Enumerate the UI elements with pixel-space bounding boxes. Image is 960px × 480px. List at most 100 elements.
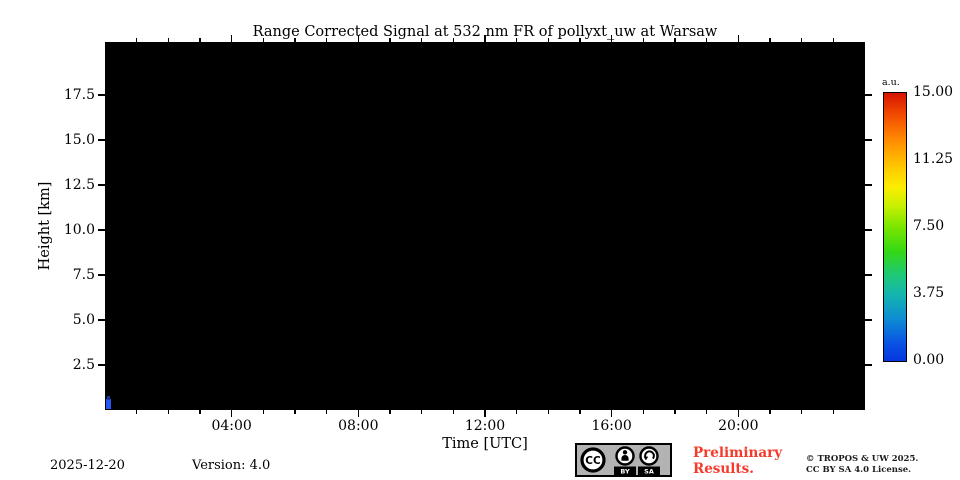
x-tick-minor-top	[325, 38, 328, 42]
colorbar-tick-label: 7.50	[913, 218, 945, 234]
x-tick-label: 16:00	[591, 418, 632, 434]
x-tick-minor-top	[769, 38, 771, 42]
x-tick-minor	[325, 410, 328, 414]
x-tick-minor	[579, 410, 581, 414]
y-tick-label: 15.0	[63, 132, 95, 149]
x-tick-minor	[167, 410, 170, 414]
cc-icon: CC	[580, 447, 606, 473]
x-tick-minor	[452, 410, 455, 414]
y-tick-major-right	[865, 139, 872, 141]
chart-title: Range Corrected Signal at 532 nm FR of p…	[252, 24, 718, 40]
y-tick-label: 10.0	[63, 222, 95, 239]
sa-label-strip	[638, 466, 660, 475]
x-tick-minor-top	[452, 38, 455, 42]
preliminary-line1: Preliminary	[693, 445, 783, 461]
copyright-line2: CC BY SA 4.0 License.	[806, 464, 912, 475]
colorbar-tick-label: 0.00	[913, 352, 945, 368]
version-label: Version: 4.0	[192, 458, 271, 473]
x-tick-minor-top	[705, 38, 708, 42]
x-tick-minor-top	[832, 38, 835, 42]
x-tick-label: 20:00	[718, 418, 759, 434]
copyright-note: © TROPOS & UW 2025. CC BY SA 4.0 License…	[806, 454, 936, 475]
x-tick-minor-top	[547, 38, 550, 42]
x-tick-minor-top	[674, 38, 676, 42]
y-tick-label: 5.0	[72, 312, 95, 329]
x-tick-minor	[547, 410, 550, 414]
x-tick-label: 12:00	[464, 418, 506, 434]
plot-area	[105, 42, 865, 410]
x-tick-major	[484, 410, 486, 417]
x-tick-major	[610, 410, 613, 417]
x-tick-major-top	[610, 35, 613, 42]
x-tick-major-top	[737, 35, 740, 42]
y-axis-label: Height [km]	[37, 181, 53, 271]
x-tick-minor	[769, 410, 771, 414]
x-tick-minor-top	[167, 38, 170, 42]
y-tick-major-right	[865, 274, 872, 276]
x-tick-minor	[135, 410, 138, 414]
x-tick-minor-top	[135, 38, 138, 42]
colorbar-tick-label: 3.75	[913, 285, 945, 301]
y-tick-major	[98, 274, 105, 276]
x-tick-minor-top	[262, 38, 265, 42]
sa-label: SA	[644, 467, 654, 475]
x-tick-minor	[800, 410, 803, 414]
y-tick-label: 12.5	[63, 177, 95, 194]
colorbar-unit-label: a.u.	[882, 77, 900, 88]
x-tick-minor-top	[389, 38, 391, 42]
x-tick-label: 08:00	[338, 418, 379, 434]
cc-by-sa-license-badge[interactable]: CC BY SA	[575, 443, 672, 480]
x-tick-minor-top	[642, 38, 645, 42]
y-tick-major	[98, 94, 105, 96]
y-tick-major-right	[865, 319, 872, 321]
x-tick-major-top	[357, 35, 360, 42]
x-tick-minor	[389, 410, 391, 414]
y-tick-label: 17.5	[63, 87, 95, 104]
sa-arrow-icon	[639, 446, 659, 466]
y-tick-label: 2.5	[72, 357, 95, 373]
preliminary-line2: Results.	[693, 461, 754, 477]
x-tick-major	[737, 410, 740, 417]
colorbar	[883, 92, 907, 362]
x-tick-minor	[705, 410, 708, 414]
x-tick-major	[230, 410, 233, 417]
x-tick-minor-top	[579, 38, 581, 42]
y-tick-major	[98, 139, 105, 141]
by-label-strip	[614, 466, 636, 475]
x-tick-minor	[642, 410, 645, 414]
x-tick-label: 04:00	[211, 418, 252, 434]
y-tick-major	[98, 319, 105, 321]
x-tick-minor	[832, 410, 835, 414]
y-tick-major	[98, 184, 105, 186]
x-tick-minor-top	[294, 38, 296, 42]
measurement-date: 2025-12-20	[50, 458, 125, 473]
x-tick-major-top	[484, 35, 486, 42]
x-tick-minor	[420, 410, 423, 414]
by-person-icon	[615, 446, 635, 466]
colorbar-tick-label: 11.25	[913, 151, 954, 167]
x-tick-minor	[515, 410, 518, 414]
x-axis-label: Time [UTC]	[442, 436, 528, 452]
by-label: BY	[620, 467, 630, 475]
y-tick-major-right	[865, 184, 872, 186]
near-ground-signal-blob-dark	[107, 395, 110, 400]
y-tick-major	[98, 229, 105, 231]
x-tick-minor	[262, 410, 265, 414]
x-tick-minor-top	[199, 38, 201, 42]
cc-logo-text: CC	[585, 455, 601, 467]
x-tick-major-top	[230, 35, 233, 42]
y-tick-label: 7.5	[72, 267, 95, 284]
copyright-line1: © TROPOS & UW 2025.	[806, 454, 919, 464]
x-tick-minor	[199, 410, 201, 414]
y-tick-major-right	[865, 229, 872, 231]
near-ground-signal-blob	[105, 399, 111, 409]
colorbar-tick-label: 15.00	[913, 84, 954, 100]
preliminary-results-note: Preliminary Results.	[693, 445, 813, 477]
x-tick-minor-top	[800, 38, 803, 42]
x-tick-minor	[674, 410, 676, 414]
x-tick-minor-top	[420, 38, 423, 42]
y-tick-major-right	[865, 364, 872, 366]
x-tick-minor	[294, 410, 296, 414]
x-tick-major	[357, 410, 360, 417]
